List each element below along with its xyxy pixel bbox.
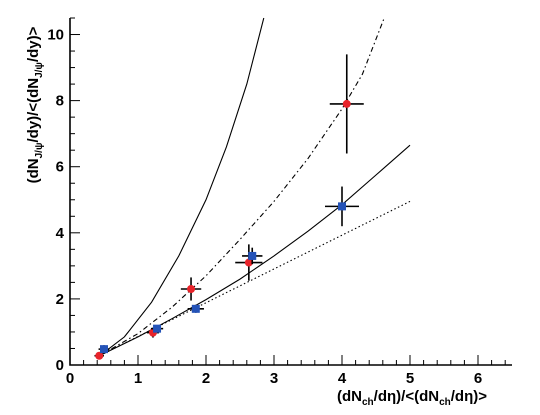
y-tick-label: 10 [47, 27, 64, 44]
data-point [150, 324, 164, 333]
x-axis-title-sub1: ch [362, 397, 374, 408]
point-marker-square [153, 324, 162, 333]
point-marker-square [338, 202, 346, 211]
x-tick-label: 0 [66, 370, 74, 387]
point-marker-square [191, 304, 200, 313]
x-tick-label: 1 [134, 370, 142, 387]
point-marker-circle [342, 99, 351, 108]
data-point [180, 277, 202, 301]
axis-frame [69, 18, 512, 366]
data-point [94, 351, 104, 360]
data-point [187, 304, 204, 313]
data-point [235, 244, 263, 281]
x-axis-title-pre: (dN [337, 388, 362, 405]
y-axis-title-post: /dy)> [25, 26, 42, 62]
y-axis-title: (dNJ/ψ/dy)/<(dNJ/ψ/dy)> [25, 26, 45, 183]
point-marker-square [248, 251, 257, 260]
y-tick-label: 0 [56, 357, 64, 374]
model-curve-solid [100, 17, 265, 356]
data-point [98, 345, 110, 354]
y-axis-title-sub2: J/ψ [34, 62, 45, 78]
x-axis-title: (dNch/dη)/<(dNch/dη)> [337, 388, 487, 408]
point-marker-circle [187, 284, 196, 293]
model-curves [100, 17, 411, 356]
data-points [94, 54, 364, 360]
x-axis-title-mid: /dη)/<(dN [374, 388, 439, 405]
x-tick-label: 6 [474, 370, 482, 387]
data-point [242, 247, 263, 265]
data-point [329, 54, 364, 154]
data-point [325, 186, 359, 227]
y-tick-label: 6 [56, 159, 64, 176]
model-curve-dotted [100, 200, 411, 356]
model-curve-solid [100, 144, 411, 356]
y-axis-title-mid: /dy)/<(dN [25, 78, 42, 143]
x-tick-label: 4 [338, 370, 347, 387]
y-tick-label: 4 [56, 225, 65, 242]
point-marker-circle [244, 258, 253, 267]
x-tick-label: 3 [270, 370, 278, 387]
x-tick-label: 2 [202, 370, 210, 387]
x-tick-label: 5 [406, 370, 414, 387]
point-marker-circle [95, 351, 104, 360]
y-axis-title-sub1: J/ψ [34, 143, 45, 159]
x-axis-title-sub2: ch [439, 397, 451, 408]
y-axis-title-pre: (dN [25, 158, 42, 183]
model-curve-dashdot [100, 17, 385, 356]
y-tick-label: 8 [56, 93, 64, 110]
y-tick-label: 2 [56, 291, 64, 308]
point-marker-square [100, 345, 108, 354]
x-axis-title-post: /dη)> [451, 388, 487, 405]
axes: 0 2 4 6 8 10 0 1 2 3 4 5 6 [47, 17, 512, 387]
